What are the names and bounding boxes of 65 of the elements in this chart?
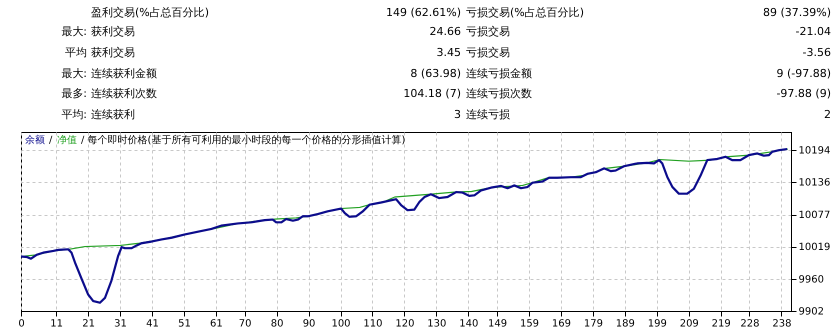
x-tick-label: 90 — [302, 318, 316, 327]
text: 获利交易 — [91, 46, 135, 59]
text: 连续亏损次数 — [466, 87, 532, 100]
x-tick-label: 80 — [270, 318, 284, 327]
x-tick-label: 140 — [459, 318, 478, 327]
text: -97.88 (9) — [776, 87, 831, 100]
x-tick-label: 70 — [238, 318, 252, 327]
y-tick-label: 10136 — [798, 178, 830, 189]
y-tick-label: 9960 — [798, 274, 824, 286]
x-tick-label: 11 — [50, 318, 64, 327]
x-tick-label: 159 — [520, 318, 540, 327]
text: 净值 — [57, 134, 77, 146]
line-series — [20, 148, 788, 304]
x-tick-label: 31 — [114, 318, 127, 327]
x-tick-label: 110 — [363, 318, 382, 327]
chart-subtitle: / 每个即时价格(基于所有可利用的最小时段的每一个价格的分形插值计算) — [81, 134, 406, 146]
x-tick-label: 41 — [146, 318, 159, 327]
text: 89 (37.39%) — [762, 6, 831, 19]
x-tick-label: 21 — [82, 318, 95, 327]
x-tick-label: 149 — [488, 318, 508, 327]
x-tick-label: 238 — [772, 318, 792, 327]
text: 最多: — [61, 87, 87, 100]
x-tick-label: 61 — [210, 318, 223, 327]
text: 余额 — [25, 134, 45, 146]
text: 最大: — [61, 25, 87, 38]
text: 104.18 (7) — [403, 87, 461, 100]
text: 9 (-97.88) — [776, 67, 831, 80]
x-tick-label: 100 — [331, 318, 351, 327]
text: 连续获利 — [91, 108, 135, 121]
text: 获利交易 — [91, 25, 135, 38]
y-tick-label: 10077 — [798, 210, 830, 222]
text: 8 (63.98) — [410, 67, 461, 80]
x-tick-label: 189 — [616, 318, 635, 327]
x-tick-label: 209 — [680, 318, 699, 327]
text: -21.04 — [796, 25, 831, 38]
x-tick-label: 219 — [712, 318, 731, 327]
text: 连续亏损金额 — [466, 67, 532, 80]
text: -3.56 — [802, 46, 831, 59]
x-tick-label: 228 — [740, 318, 760, 327]
y-tick-label: 10019 — [798, 242, 830, 254]
text: 连续获利金额 — [91, 67, 157, 80]
x-tick-label: 179 — [584, 318, 603, 327]
text: 24.66 — [430, 25, 461, 38]
x-tick-label: 0 — [18, 318, 25, 327]
text: 最大: — [61, 67, 87, 80]
annotation: / — [49, 135, 53, 146]
text: 平均 — [65, 46, 87, 59]
x-tick-label: 120 — [395, 318, 414, 327]
x-tick-label: 130 — [427, 318, 446, 327]
text: 3 — [454, 108, 461, 121]
text: 3.45 — [436, 46, 461, 59]
x-tick-label: 199 — [648, 318, 667, 327]
text: 连续亏损 — [466, 108, 510, 121]
text: 盈利交易(%占总百分比) — [91, 6, 210, 19]
text: 连续获利次数 — [91, 87, 157, 100]
text: 亏损交易 — [466, 25, 510, 38]
y-tick-label: 9902 — [798, 306, 824, 318]
text: 平均: — [61, 108, 87, 121]
x-tick-label: 169 — [552, 318, 572, 327]
text: 亏损交易 — [466, 46, 510, 59]
text: 149 (62.61%) — [386, 6, 461, 19]
text: 2 — [824, 108, 831, 121]
x-tick-label: 51 — [178, 318, 191, 327]
y-tick-label: 10194 — [798, 146, 830, 157]
text: 亏损交易(%占总百分比) — [466, 6, 584, 19]
